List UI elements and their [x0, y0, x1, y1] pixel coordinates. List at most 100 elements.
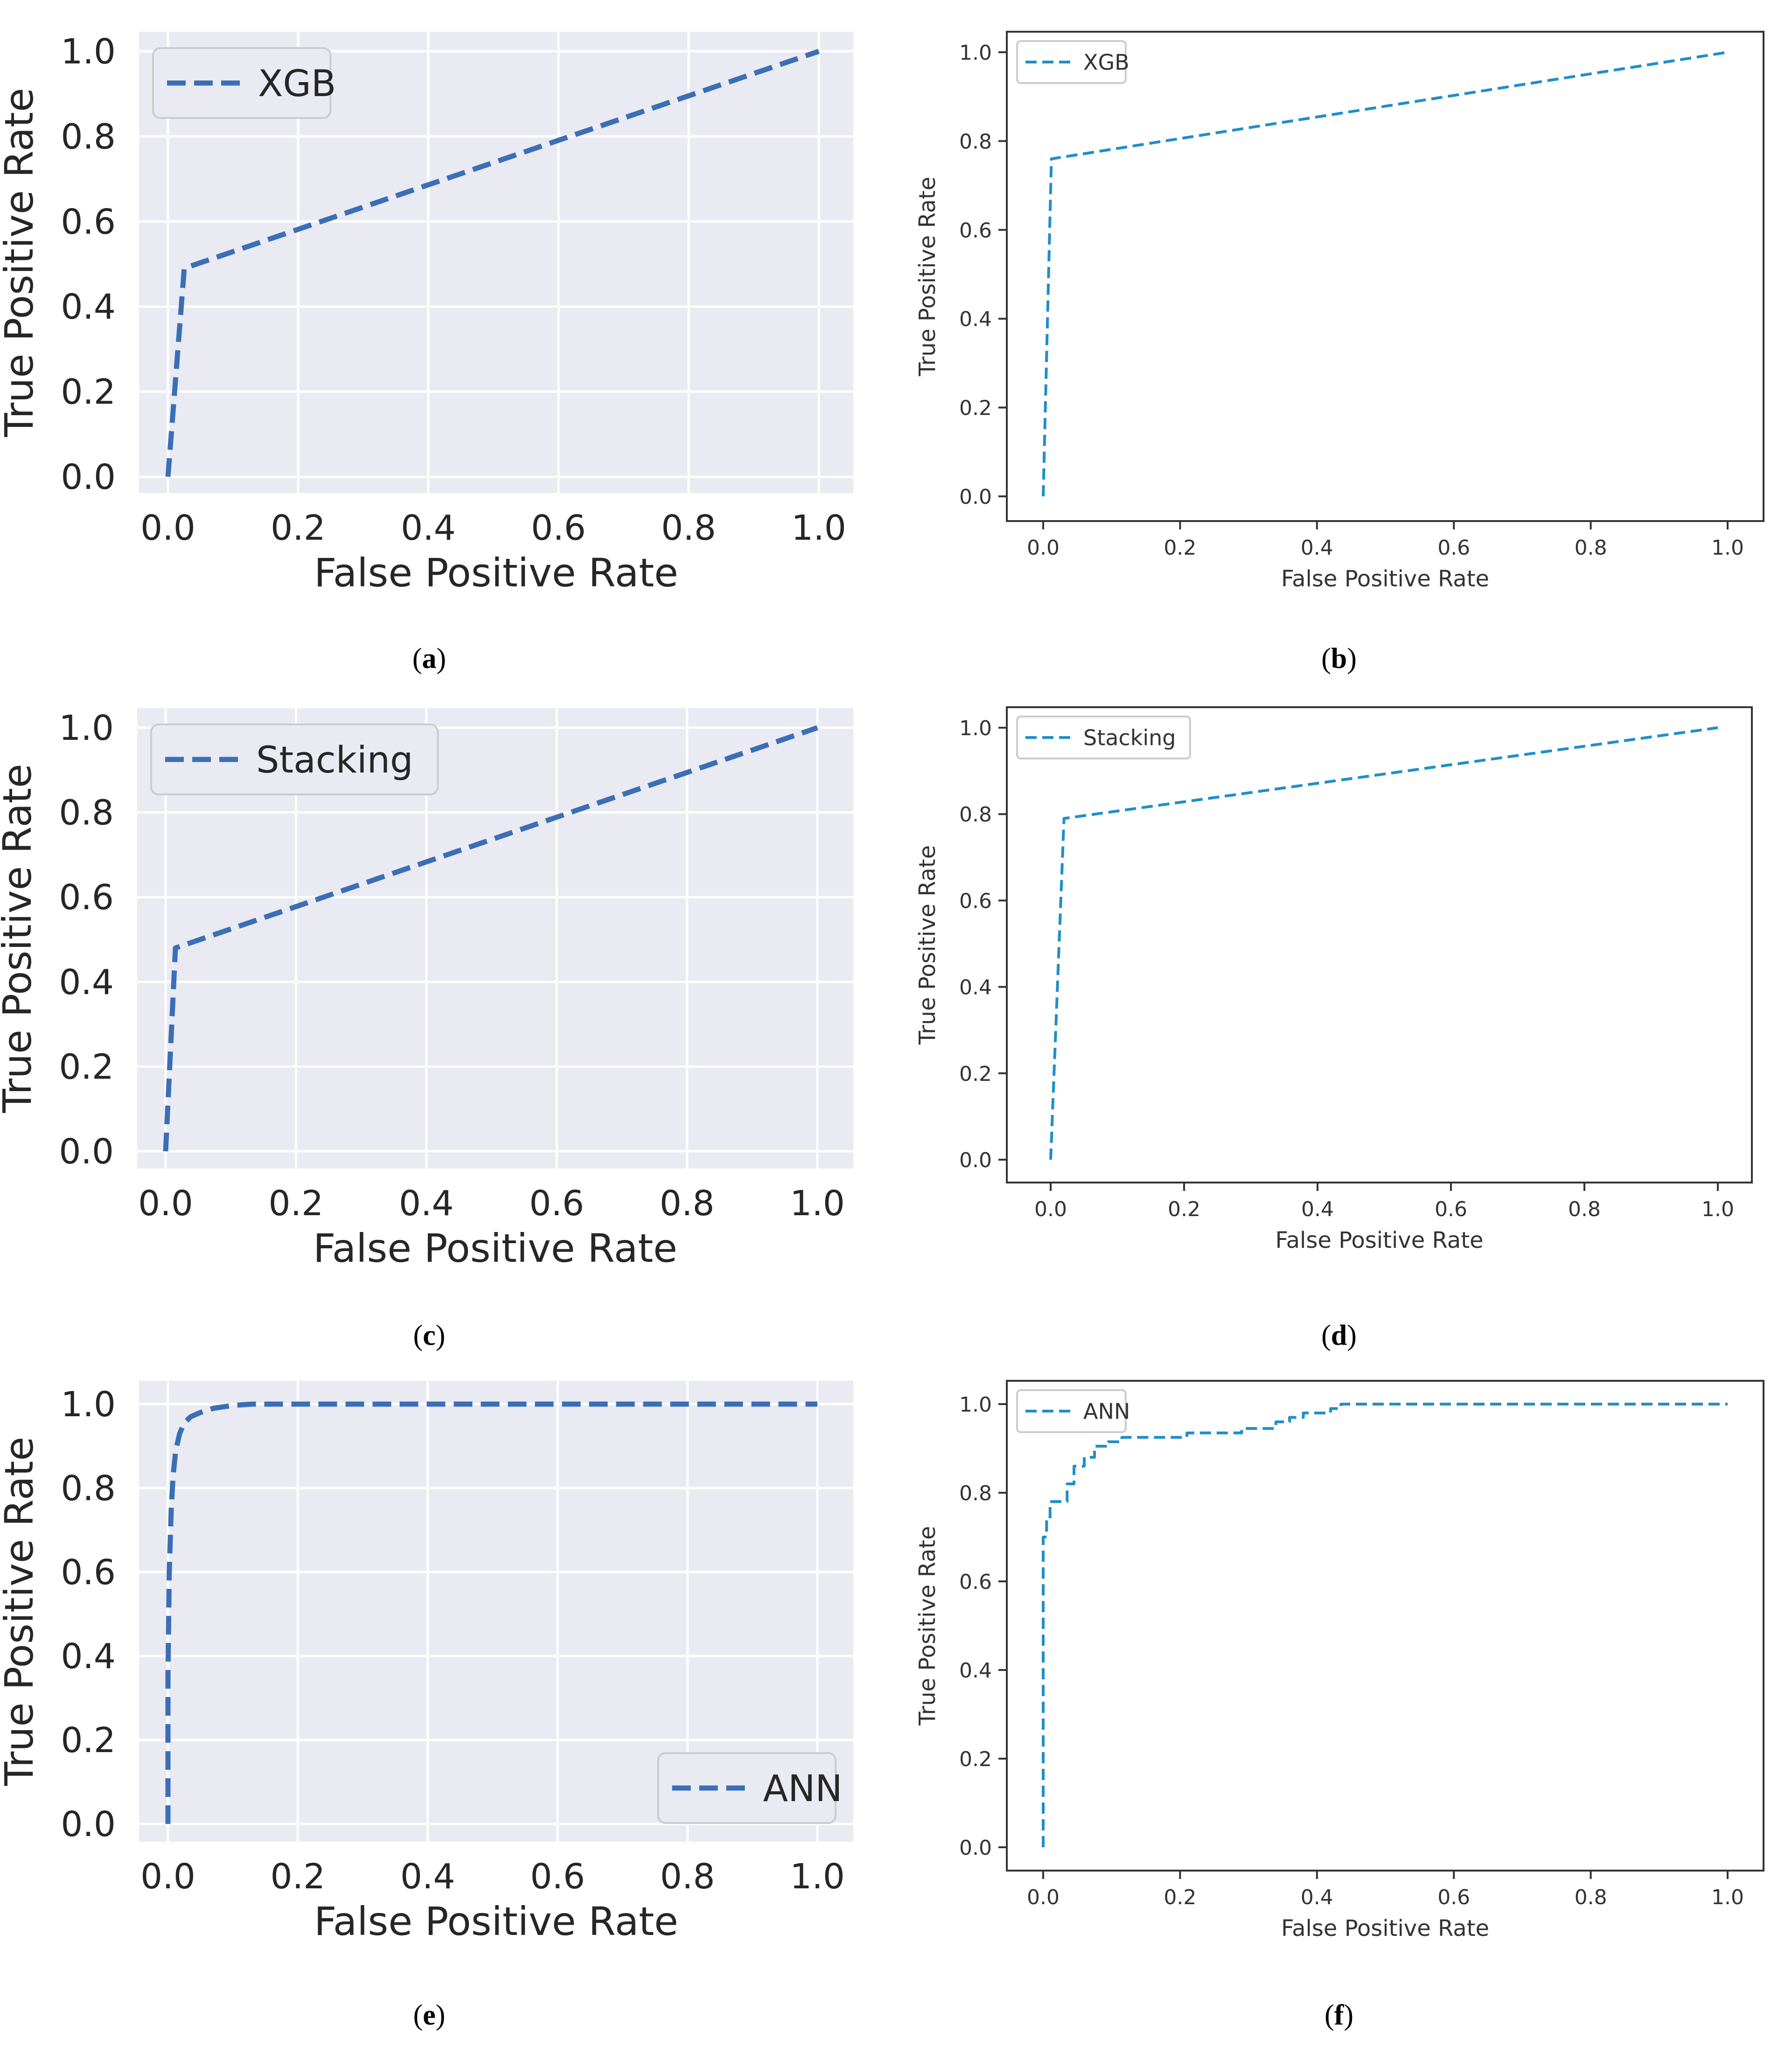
x-tick-label: 0.0: [1034, 1197, 1067, 1221]
y-tick-label: 0.4: [61, 287, 116, 327]
y-tick-label: 0.0: [959, 1148, 992, 1172]
x-tick-label: 0.6: [1437, 536, 1470, 560]
legend-label: ANN: [1083, 1399, 1130, 1424]
panel-caption: (f): [1325, 1999, 1353, 2031]
legend: Stacking: [150, 724, 439, 795]
y-tick-label: 0.6: [61, 1552, 116, 1593]
x-tick-label: 0.8: [661, 508, 716, 548]
x-tick-label: 0.8: [660, 1857, 715, 1897]
y-tick-label: 1.0: [959, 41, 992, 65]
y-tick-label: 0.4: [959, 307, 992, 331]
x-tick-label: 0.4: [1301, 536, 1333, 560]
x-tick-label: 0.2: [1164, 536, 1196, 560]
y-tick-label: 0.8: [59, 793, 114, 833]
panel-caption: (e): [413, 1999, 446, 2031]
x-axis-label: False Positive Rate: [313, 1225, 677, 1271]
x-tick-label: 0.0: [1027, 1886, 1060, 1909]
chart-panel-d: 0.0 0.2 0.4 0.6 0.8 1.0 0.0 0.2 0.4 0.6 0.8 1.0 Fals…: [914, 706, 1753, 1351]
panel-caption: (a): [412, 643, 446, 675]
x-tick-label: 1.0: [790, 1857, 845, 1897]
legend: XGB: [152, 47, 336, 119]
legend-box: [150, 724, 439, 795]
legend-box: [1016, 716, 1191, 759]
legend-box: [657, 1752, 837, 1824]
plot-area: [1006, 1380, 1764, 1872]
x-tick-label: 0.0: [1027, 536, 1060, 560]
y-tick-label: 0.4: [959, 976, 992, 1000]
legend-label: XGB: [258, 63, 336, 105]
y-tick-label: 0.0: [59, 1132, 114, 1172]
y-tick-label: 1.0: [959, 717, 992, 740]
x-axis-label: False Positive Rate: [1281, 1915, 1489, 1942]
x-tick-label: 0.2: [269, 1183, 324, 1224]
chart-panel-a: 0.0 0.2 0.4 0.6 0.8 1.0 0.0 0.2 0.4 0.6 0.8 1.0 Fals…: [0, 32, 853, 675]
panel-caption: (d): [1321, 1320, 1357, 1351]
plot-area: [1006, 31, 1764, 522]
y-tick-label: 0.0: [959, 1836, 992, 1860]
y-tick-label: 0.4: [61, 1636, 116, 1677]
y-axis-label: True Positive Rate: [0, 1437, 42, 1786]
x-tick-label: 0.6: [529, 1183, 584, 1224]
x-tick-label: 0.8: [1575, 536, 1607, 560]
x-tick-label: 0.8: [660, 1183, 715, 1224]
y-tick-label: 0.6: [959, 1570, 992, 1594]
legend: XGB: [1016, 40, 1130, 84]
y-tick-label: 0.4: [959, 1659, 992, 1683]
roc-line-stacking: [163, 725, 818, 1152]
legend-label: Stacking: [256, 739, 413, 781]
legend-label: ANN: [763, 1768, 843, 1810]
chart-panel-e: 0.0 0.2 0.4 0.6 0.8 1.0 0.0 0.2 0.4 0.6 0.8 1.0 Fals…: [0, 1381, 853, 2031]
roc-line-ann: [165, 1401, 817, 1824]
y-tick-label: 0.6: [61, 202, 116, 242]
y-axis-label: True Positive Rate: [914, 177, 941, 377]
y-tick-label: 0.0: [959, 485, 992, 509]
y-tick-label: 1.0: [61, 32, 116, 72]
y-tick-label: 0.2: [959, 1747, 992, 1771]
x-tick-label: 0.4: [1301, 1886, 1333, 1909]
y-tick-label: 0.0: [61, 457, 116, 497]
y-tick-label: 0.4: [59, 962, 114, 1002]
x-tick-label: 0.0: [140, 1857, 195, 1897]
roc-line-stacking: [1049, 726, 1718, 1160]
y-tick-label: 0.2: [959, 397, 992, 420]
x-tick-label: 1.0: [790, 1183, 845, 1224]
legend: ANN: [657, 1752, 843, 1824]
x-tick-label: 0.4: [399, 1183, 454, 1224]
x-axis-label: False Positive Rate: [1281, 566, 1489, 592]
y-tick-label: 0.8: [959, 803, 992, 827]
x-tick-label: 0.2: [1168, 1197, 1200, 1221]
y-tick-label: 0.2: [61, 1720, 116, 1761]
x-tick-label: 1.0: [1701, 1197, 1734, 1221]
x-tick-label: 0.8: [1575, 1886, 1607, 1909]
plot-area: [1006, 706, 1753, 1183]
x-tick-label: 0.6: [1435, 1197, 1467, 1221]
panel-caption: (c): [413, 1320, 446, 1351]
roc-line-ann: [1042, 1403, 1728, 1847]
x-tick-label: 1.0: [791, 508, 846, 548]
roc-line-xgb: [165, 49, 820, 477]
y-axis-label: True Positive Rate: [0, 764, 40, 1113]
y-tick-label: 1.0: [59, 708, 114, 748]
legend-label: Stacking: [1083, 725, 1176, 751]
x-tick-label: 0.8: [1568, 1197, 1601, 1221]
x-tick-label: 0.2: [271, 508, 326, 548]
panel-caption: (b): [1321, 643, 1357, 675]
y-axis-label: True Positive Rate: [0, 88, 42, 437]
x-tick-label: 0.0: [138, 1183, 193, 1224]
roc-line-xgb: [1042, 51, 1728, 497]
legend: ANN: [1016, 1389, 1130, 1433]
legend: Stacking: [1016, 716, 1191, 759]
legend-label: XGB: [1083, 50, 1130, 75]
y-tick-label: 0.2: [959, 1062, 992, 1086]
x-axis-label: False Positive Rate: [314, 1899, 678, 1944]
y-tick-label: 1.0: [959, 1393, 992, 1417]
chart-panel-c: 0.0 0.2 0.4 0.6 0.8 1.0 0.0 0.2 0.4 0.6 0.8 1.0 Fals…: [0, 708, 853, 1351]
chart-panel-f: 0.0 0.2 0.4 0.6 0.8 1.0 0.0 0.2 0.4 0.6 0.8 1.0 Fals…: [914, 1380, 1764, 2031]
y-axis-label: True Positive Rate: [914, 1526, 941, 1726]
x-tick-label: 0.4: [400, 1857, 455, 1897]
x-tick-label: 1.0: [1711, 1886, 1744, 1909]
y-tick-label: 0.6: [59, 877, 114, 918]
y-tick-label: 0.2: [59, 1047, 114, 1087]
y-tick-label: 0.8: [61, 117, 116, 157]
